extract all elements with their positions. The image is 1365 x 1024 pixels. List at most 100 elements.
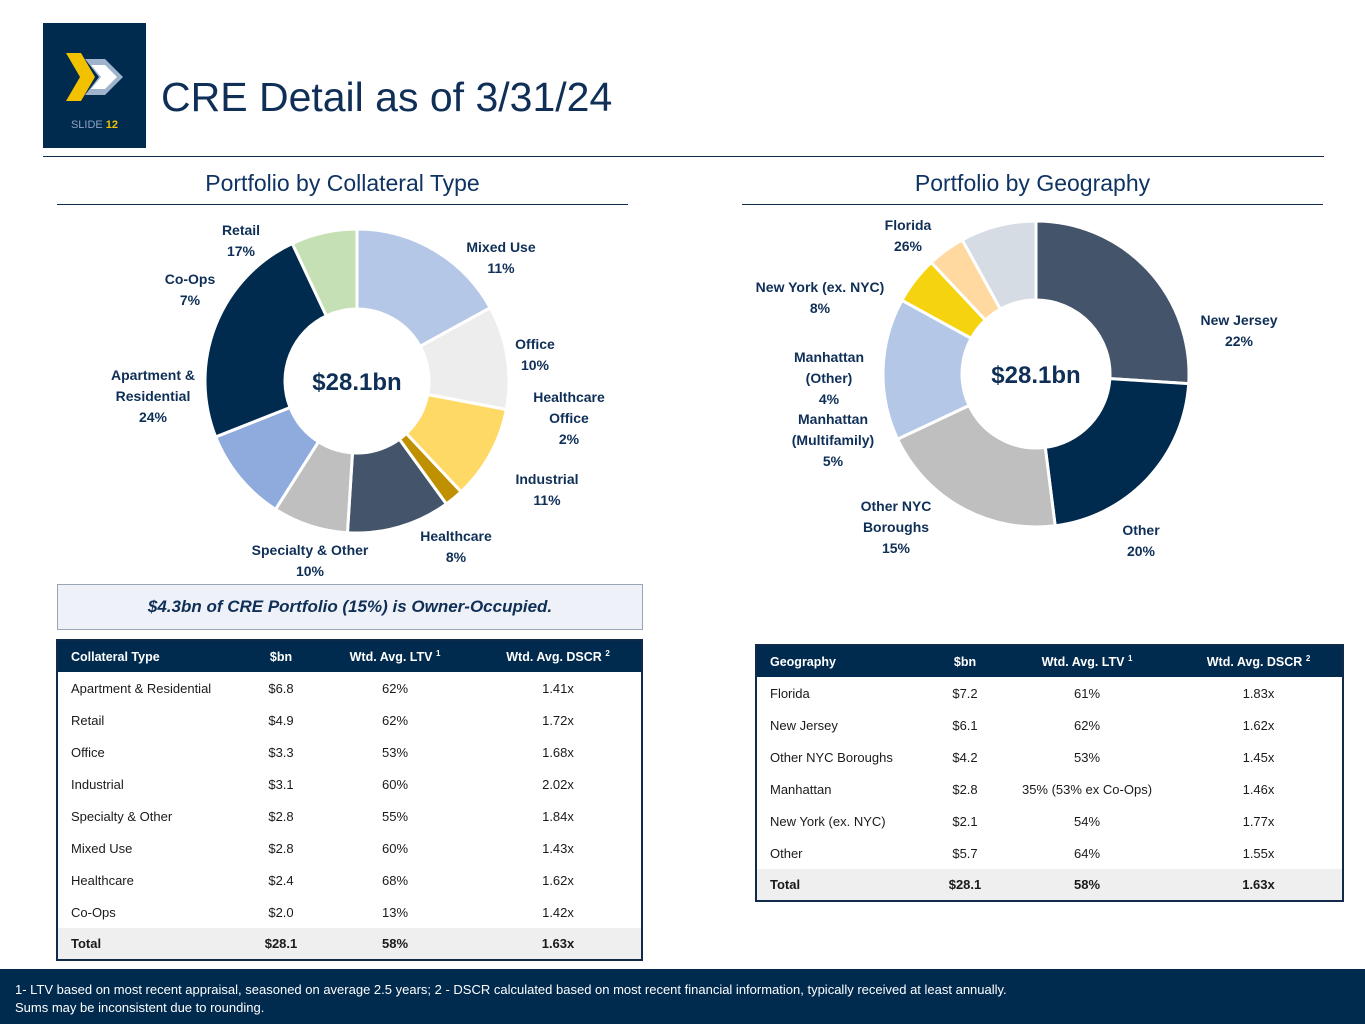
donut-slice-new-york-ex-nyc (960, 219, 1038, 312)
header-geography: Geography (756, 645, 931, 677)
cell-amount: $2.0 (268, 904, 294, 920)
cell-amount: $2.4 (268, 872, 294, 888)
cell-name: Industrial (71, 776, 124, 792)
donut-slice-healthcare-office (397, 431, 464, 507)
cell-ltv: 58% (999, 869, 1175, 901)
slice-label-line: 20% (1126, 543, 1156, 559)
slice-label-line: New York (ex. NYC) (755, 279, 885, 295)
cell-dscr: 1.84x (542, 808, 574, 824)
cell-name: Total (756, 869, 931, 901)
cell-ltv: 64% (1073, 845, 1101, 861)
cell-name: Specialty & Other (71, 808, 173, 824)
cell-ltv: 60% (381, 776, 409, 792)
slice-label-line: Other NYC (860, 498, 932, 514)
donut-slice-industrial (345, 437, 449, 535)
cell-ltv: 35% (53% ex Co-Ops) (1021, 781, 1153, 797)
page-title: CRE Detail as of 3/31/24 (161, 74, 613, 120)
cell-ltv: 58% (315, 928, 475, 960)
header-dscr: Wtd. Avg. DSCR 2 (475, 640, 642, 672)
cell-ltv: 60% (381, 840, 409, 856)
title-divider (43, 156, 1324, 157)
table-row: New York (ex. NYC) $2.1 54% 1.77x (756, 805, 1343, 837)
cell-name: Retail (71, 712, 105, 728)
footnote-line-1: 1- LTV based on most recent appraisal, s… (15, 982, 1007, 997)
geography-section-title: Portfolio by Geography (914, 170, 1151, 196)
cell-amount: $7.2 (952, 685, 978, 701)
collateral-table-header: Collateral Type $bn Wtd. Avg. LTV 1 Wtd.… (57, 640, 642, 672)
cell-name: Healthcare (71, 872, 134, 888)
slice-label-line: Mixed Use (466, 239, 536, 255)
header-ltv-footnote: 1 (1127, 653, 1133, 663)
table-row: Manhattan $2.8 35% (53% ex Co-Ops) 1.46x (756, 773, 1343, 805)
cell-dscr: 1.62x (542, 872, 574, 888)
cell-amount: $6.8 (268, 680, 294, 696)
header-dscr-label: Wtd. Avg. DSCR (506, 650, 606, 665)
cell-dscr: 1.63x (475, 928, 642, 960)
cell-name: Florida (770, 685, 810, 701)
slice-label-line: 26% (893, 238, 923, 254)
cell-ltv: 61% (1073, 685, 1101, 701)
donut-slice-healthcare (273, 439, 355, 535)
slice-label-line: Boroughs (862, 519, 930, 535)
table-row: Florida $7.2 61% 1.83x (756, 677, 1343, 709)
donut-center-total: $28.1bn (991, 362, 1080, 389)
donut-slice-mixed-use (418, 305, 511, 412)
header-ltv-label: Wtd. Avg. LTV (1041, 655, 1128, 670)
collateral-table-body: Apartment & Residential $6.8 62% 1.41x Retai… (57, 672, 642, 960)
slice-label-line: Manhattan (797, 411, 868, 427)
collateral-label-co-ops: Co-Ops 7% (165, 269, 216, 311)
donut-slice-manhattan-multifamily (899, 260, 988, 341)
slice-label-line: Office (549, 410, 589, 426)
slice-label-line: 24% (138, 409, 168, 425)
slice-label-line: Other (1122, 522, 1160, 538)
collateral-label-retail: Retail 17% (222, 220, 260, 262)
collateral-label-specialty: Specialty & Other 10% (252, 540, 369, 582)
geography-table: Geography $bn Wtd. Avg. LTV 1 Wtd. Avg. … (755, 644, 1344, 902)
collateral-label-healthcare-office: Healthcare Office 2% (533, 387, 605, 450)
slice-label-line: 15% (881, 540, 911, 556)
slice-label-line: Retail (221, 222, 261, 238)
table-row: Apartment & Residential $6.8 62% 1.41x (57, 672, 642, 704)
slice-label-line: Residential (115, 388, 191, 404)
company-logo: SLIDE 12 (43, 23, 146, 148)
collateral-label-mixed-use: Mixed Use 11% (466, 237, 535, 279)
cell-amount: $2.8 (268, 808, 294, 824)
slide-label: SLIDE (70, 119, 103, 131)
cell-ltv: 62% (381, 680, 409, 696)
cell-dscr: 1.68x (542, 744, 574, 760)
collateral-label-office: Office 10% (515, 334, 555, 376)
header-dscr-label: Wtd. Avg. DSCR (1206, 655, 1306, 670)
cell-amount: $5.7 (952, 845, 978, 861)
cell-name: Other NYC Boroughs (770, 749, 893, 765)
cell-ltv: 53% (1073, 749, 1101, 765)
geo-label-new-jersey: New Jersey 22% (1200, 310, 1277, 352)
slice-label-line: 8% (809, 300, 831, 316)
cell-dscr: 1.72x (542, 712, 574, 728)
geo-label-florida: Florida 26% (885, 215, 932, 257)
table-row: Specialty & Other $2.8 55% 1.84x (57, 800, 642, 832)
slice-label-line: 2% (558, 431, 580, 447)
cell-amount: $28.1 (931, 869, 999, 901)
table-row: Retail $4.9 62% 1.72x (57, 704, 642, 736)
cell-amount: $3.3 (268, 744, 294, 760)
table-row: Healthcare $2.4 68% 1.62x (57, 864, 642, 896)
slice-label-line: 4% (818, 391, 840, 407)
geography-section-divider (742, 204, 1323, 205)
geo-label-other-nyc: Other NYC Boroughs 15% (861, 496, 932, 559)
cell-name: New Jersey (770, 717, 838, 733)
header-dscr-footnote: 2 (605, 648, 610, 658)
slice-label-line: 10% (295, 563, 325, 579)
cell-name: Mixed Use (71, 840, 133, 856)
header-dscr-footnote: 2 (1305, 653, 1311, 663)
donut-slice-other-nyc-boroughs (881, 298, 974, 442)
cell-dscr: 1.63x (1175, 869, 1343, 901)
slice-label-line: Industrial (515, 471, 579, 487)
cell-name: Apartment & Residential (71, 680, 212, 696)
collateral-section-divider (57, 204, 628, 205)
donut-slice-co-ops (290, 227, 359, 318)
cell-dscr: 1.45x (1242, 749, 1275, 765)
cell-amount: $3.1 (268, 776, 294, 792)
slice-label-line: Florida (884, 217, 932, 233)
slice-label-line: Healthcare (533, 389, 605, 405)
cell-ltv: 53% (381, 744, 409, 760)
